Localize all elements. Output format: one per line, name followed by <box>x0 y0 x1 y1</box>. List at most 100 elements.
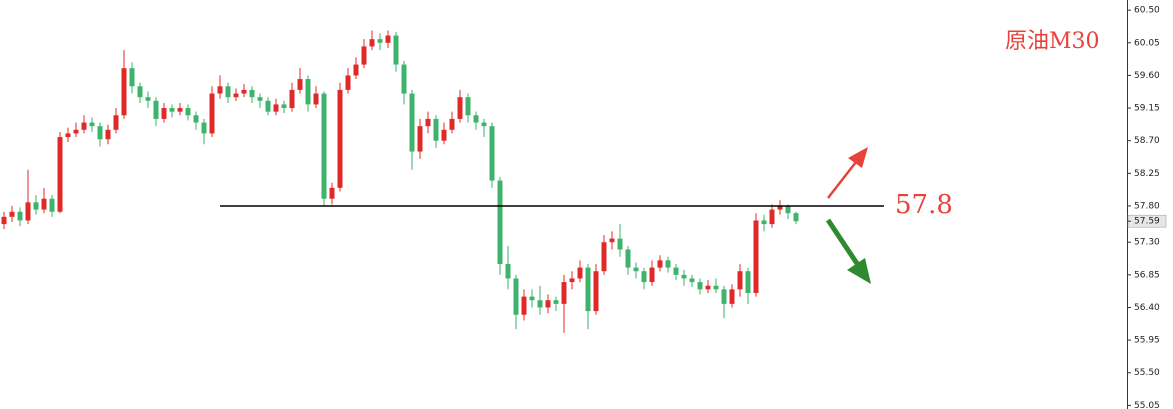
candle-body <box>625 249 631 268</box>
candle-body <box>473 115 479 123</box>
candle-body <box>497 180 503 264</box>
candle-body <box>225 86 231 98</box>
candle-body <box>505 263 511 279</box>
candle-body <box>777 205 783 210</box>
y-tick-label: 55.95 <box>1134 336 1160 346</box>
candle-body <box>529 296 535 301</box>
y-tick-label: 60.05 <box>1134 38 1160 48</box>
candle-body <box>193 115 199 123</box>
y-tick-label: 56.40 <box>1134 303 1160 313</box>
candle-body <box>209 93 215 134</box>
candle-body <box>729 289 735 304</box>
candle-body <box>297 79 303 90</box>
y-tick-label: 58.25 <box>1134 169 1160 179</box>
candle-body <box>17 211 23 221</box>
candle-body <box>441 129 447 141</box>
candle-body <box>249 89 255 98</box>
candle-body <box>73 129 79 134</box>
candle-body <box>65 133 71 138</box>
candle-body <box>545 300 551 308</box>
candle-body <box>25 202 31 221</box>
candle-body <box>633 267 639 272</box>
chart-title: 原油M30 <box>1005 29 1100 54</box>
y-tick-label: 56.85 <box>1134 270 1160 280</box>
candle-body <box>465 97 471 116</box>
candle-body <box>1 216 7 225</box>
candle-body <box>361 46 367 65</box>
candle-body <box>513 278 519 315</box>
candle-body <box>409 93 415 152</box>
candle-body <box>489 126 495 181</box>
candle-body <box>81 122 87 130</box>
candle-body <box>753 220 759 293</box>
candle-body <box>113 115 119 130</box>
candle-body <box>145 97 151 101</box>
candle-body <box>49 198 55 212</box>
y-tick-label: 57.30 <box>1134 238 1160 248</box>
candle-body <box>481 122 487 127</box>
y-tick-label: 59.60 <box>1134 71 1160 81</box>
candle-body <box>681 274 687 279</box>
candle-body <box>377 39 383 43</box>
candle-body <box>793 213 799 222</box>
y-tick-label: 60.50 <box>1134 6 1160 16</box>
candle-body <box>745 271 751 293</box>
candle-body <box>185 108 191 116</box>
candle-body <box>593 271 599 312</box>
candle-body <box>761 220 767 225</box>
candle-body <box>281 104 287 109</box>
candle-body <box>217 86 223 94</box>
candle-body <box>337 89 343 188</box>
candle-body <box>537 300 543 308</box>
candle-body <box>425 118 431 127</box>
candle-body <box>641 271 647 283</box>
candle-body <box>737 271 743 290</box>
candle-body <box>153 100 159 119</box>
candle-body <box>137 86 143 98</box>
candle-body <box>161 108 167 119</box>
candle-body <box>201 122 207 134</box>
candle-body <box>665 260 671 268</box>
candle-body <box>385 35 391 43</box>
candle-body <box>313 93 319 105</box>
candle-body <box>265 100 271 112</box>
candle-body <box>345 75 351 90</box>
candle-body <box>329 187 335 199</box>
candle-body <box>89 122 95 127</box>
candle-body <box>521 296 527 315</box>
up-arrow <box>827 147 868 199</box>
candle-body <box>105 129 111 140</box>
candle-body <box>449 118 455 130</box>
candle-body <box>169 108 175 112</box>
last-price-label: 57.59 <box>1134 217 1160 227</box>
y-tick-label: 55.05 <box>1134 401 1160 409</box>
candle-body <box>697 282 703 290</box>
candle-body <box>553 300 559 304</box>
candle-body <box>601 242 607 272</box>
candle-body <box>457 97 463 119</box>
y-tick-label: 55.50 <box>1134 368 1160 378</box>
candle-body <box>289 89 295 109</box>
candle-body <box>785 205 791 214</box>
candle-body <box>617 238 623 250</box>
candle-body <box>393 35 399 65</box>
candle-body <box>129 68 135 87</box>
candle-body <box>41 198 47 210</box>
candle-body <box>673 267 679 275</box>
y-tick-label: 57.80 <box>1134 201 1160 211</box>
down-arrow <box>825 218 871 284</box>
candle-body <box>177 108 183 112</box>
candle-body <box>321 93 327 199</box>
candle-body <box>713 285 719 290</box>
candle-body <box>657 260 663 268</box>
candle-body <box>585 267 591 312</box>
candle-body <box>57 137 63 212</box>
candle-body <box>433 118 439 141</box>
candle-body <box>257 97 263 101</box>
candle-body <box>353 64 359 76</box>
candle-body <box>705 285 711 290</box>
y-tick-label: 58.70 <box>1134 136 1160 146</box>
candle-body <box>401 64 407 94</box>
